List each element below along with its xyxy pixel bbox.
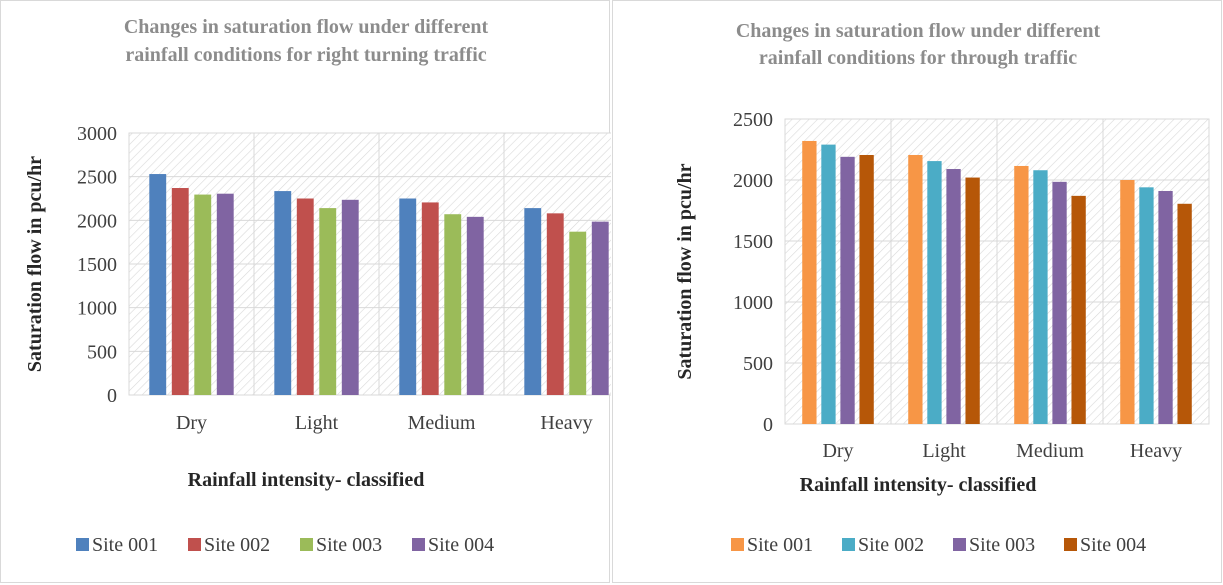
x-axis-label: Rainfall intensity- classified <box>800 474 1037 496</box>
bar-site-003-dry <box>840 156 855 424</box>
y-tick-label: 2500 <box>77 167 117 189</box>
legend-swatch <box>412 538 425 551</box>
bar-site-004-medium <box>466 216 484 395</box>
legend-label: Site 001 <box>747 534 813 556</box>
bar-site-003-heavy <box>1158 190 1173 424</box>
bar-site-002-light <box>927 161 942 424</box>
bar-site-001-heavy <box>1120 180 1135 424</box>
legend-label: Site 001 <box>92 534 158 556</box>
chart-title-line: rainfall conditions for right turning tr… <box>125 44 486 66</box>
legend-label: Site 003 <box>316 534 382 556</box>
x-axis-label: Rainfall intensity- classified <box>188 469 425 491</box>
legend-swatch <box>842 538 855 551</box>
bar-site-004-medium <box>1071 195 1086 424</box>
x-tick-label: Heavy <box>540 412 592 434</box>
legend-swatch <box>300 538 313 551</box>
x-tick-label: Medium <box>408 412 476 434</box>
legend-swatch <box>76 538 89 551</box>
bar-site-002-dry <box>821 144 836 424</box>
bar-site-001-heavy <box>524 208 542 395</box>
bar-site-003-light <box>946 169 961 424</box>
y-tick-label: 2000 <box>77 210 117 232</box>
y-tick-label: 1500 <box>733 231 773 253</box>
legend-label: Site 004 <box>428 534 494 556</box>
y-tick-label: 2500 <box>733 109 773 131</box>
bar-chart-right-turning: Changes in saturation flow under differe… <box>24 16 611 556</box>
chart-panel-through: Changes in saturation flow under differe… <box>612 0 1222 583</box>
bar-site-001-light <box>908 154 923 425</box>
legend-swatch <box>188 538 201 551</box>
y-tick-label: 500 <box>87 341 117 363</box>
bar-chart-through: Changes in saturation flow under differe… <box>674 20 1210 556</box>
y-axis-label: Saturation flow in pcu/hr <box>24 156 46 372</box>
y-tick-label: 1500 <box>77 254 117 276</box>
bar-site-004-light <box>341 199 359 395</box>
y-tick-label: 0 <box>107 385 117 407</box>
legend-swatch <box>953 538 966 551</box>
bar-site-001-dry <box>149 174 167 395</box>
bar-site-002-dry <box>171 188 189 395</box>
legend-label: Site 002 <box>204 534 270 556</box>
bar-site-002-medium <box>1033 170 1048 424</box>
bar-site-004-heavy <box>591 221 609 395</box>
y-axis-label: Saturation flow in pcu/hr <box>674 163 696 379</box>
bar-site-004-light <box>965 177 980 424</box>
bar-site-002-heavy <box>546 213 564 395</box>
x-tick-label: Light <box>295 412 339 434</box>
bar-site-004-heavy <box>1177 203 1192 424</box>
bar-site-002-heavy <box>1139 187 1154 424</box>
bar-site-001-dry <box>802 140 817 424</box>
x-tick-label: Light <box>922 440 966 462</box>
chart-title-line: Changes in saturation flow under differe… <box>124 16 489 38</box>
chart-panel-right-turning: Changes in saturation flow under differe… <box>0 0 611 583</box>
x-tick-label: Dry <box>822 440 853 462</box>
bar-site-002-medium <box>421 202 439 395</box>
x-tick-label: Heavy <box>1130 440 1182 462</box>
y-tick-label: 3000 <box>77 123 117 145</box>
legend-label: Site 003 <box>969 534 1035 556</box>
bar-site-003-light <box>319 208 337 395</box>
legend-swatch <box>731 538 744 551</box>
y-tick-label: 1000 <box>733 292 773 314</box>
y-tick-label: 0 <box>763 414 773 436</box>
legend-label: Site 002 <box>858 534 924 556</box>
chart-title-line: Changes in saturation flow under differe… <box>736 20 1101 42</box>
y-tick-label: 1000 <box>77 298 117 320</box>
bar-site-003-dry <box>194 194 212 395</box>
y-tick-label: 2000 <box>733 170 773 192</box>
bar-site-001-light <box>274 191 292 395</box>
bar-site-001-medium <box>399 198 417 395</box>
bar-site-003-heavy <box>569 231 587 395</box>
y-tick-label: 500 <box>743 353 773 375</box>
bar-site-003-medium <box>1052 181 1067 424</box>
bar-site-002-light <box>296 198 314 395</box>
chart-title-line: rainfall conditions for through traffic <box>759 47 1077 69</box>
bar-site-001-medium <box>1014 165 1029 424</box>
x-tick-label: Medium <box>1016 440 1084 462</box>
bar-site-003-medium <box>444 214 462 395</box>
x-tick-label: Dry <box>176 412 207 434</box>
legend-label: Site 004 <box>1080 534 1146 556</box>
bar-site-004-dry <box>859 154 874 425</box>
legend-swatch <box>1064 538 1077 551</box>
bar-site-004-dry <box>216 193 234 395</box>
